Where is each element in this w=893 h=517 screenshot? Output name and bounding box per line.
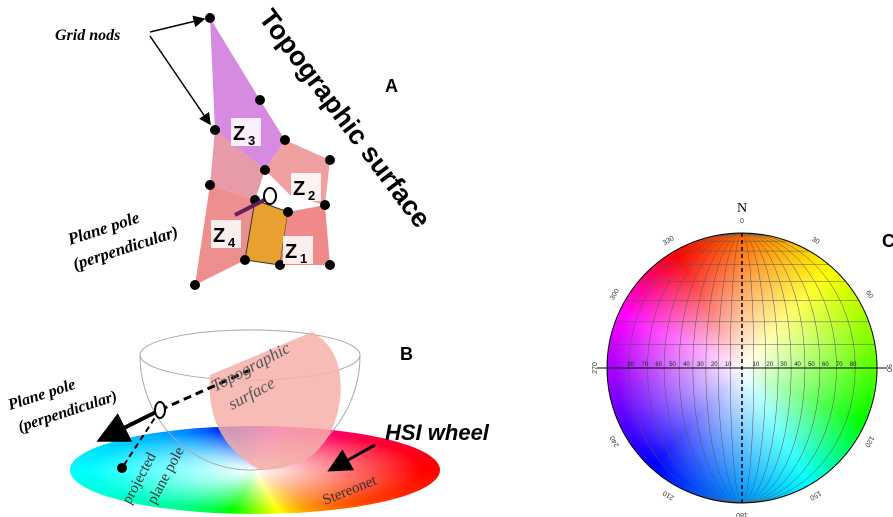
- pole: [264, 188, 276, 204]
- scale-label: 40: [683, 362, 690, 368]
- cell-letter: Z: [213, 225, 225, 247]
- arrow: [150, 36, 210, 124]
- scale-label: 20: [711, 362, 718, 368]
- pole: [155, 402, 165, 418]
- scale-label: 10: [725, 362, 732, 368]
- panel-label: B: [400, 344, 413, 364]
- grid-nodes-label: Grid nods: [55, 27, 120, 44]
- scale-label: 60: [822, 362, 829, 368]
- arrow: [150, 19, 204, 32]
- cell-subscript: 4: [228, 235, 236, 250]
- cell-subscript: 2: [308, 188, 315, 203]
- azimuth-label: 90: [885, 364, 892, 372]
- wheel-label: HSI wheel: [385, 420, 490, 445]
- azimuth-label: 210: [662, 489, 676, 501]
- panel-b: B Plane pole (perpendicular) Topographic…: [5, 330, 490, 509]
- scale-label: 60: [655, 362, 662, 368]
- pole-arrow: [100, 410, 160, 440]
- scale-label: 80: [850, 362, 857, 368]
- panel-c: N C 0 30 60 90 120 150 180 210 240 270 300 330 80 70 6…: [592, 201, 893, 517]
- north-label: N: [737, 201, 747, 216]
- cell-letter: Z: [293, 178, 305, 200]
- azimuth-label: 150: [808, 489, 822, 501]
- arrow: [330, 445, 375, 470]
- scale-label: 50: [808, 362, 815, 368]
- cell-letter: Z: [285, 241, 297, 263]
- scale-label: 80: [628, 362, 635, 368]
- scale-label: 70: [836, 362, 843, 368]
- azimuth-label: 30: [810, 236, 820, 246]
- surface-title: Topographic surface: [253, 4, 436, 234]
- azimuth-label: 300: [609, 288, 621, 302]
- azimuth-label: 180: [736, 511, 748, 517]
- figure: Grid nods Topographic surface A Plane po…: [0, 0, 893, 517]
- cell-letter: Z: [233, 123, 245, 145]
- azimuth-label: 270: [592, 362, 599, 374]
- panel-a: Grid nods Topographic surface A Plane po…: [55, 4, 437, 290]
- azimuth-label: 330: [662, 235, 676, 247]
- scale-label: 20: [766, 362, 773, 368]
- stereonet-label: Stereonet: [321, 472, 380, 508]
- scale-label: 50: [669, 362, 676, 368]
- panel-label: A: [385, 76, 398, 96]
- projected-pole: [117, 463, 127, 473]
- scale-label: 40: [794, 362, 801, 368]
- scale-label: 30: [697, 362, 704, 368]
- scale-label: 10: [753, 362, 760, 368]
- panel-label: C: [882, 231, 893, 251]
- azimuth-label: 120: [863, 435, 875, 449]
- scale-label: 30: [780, 362, 787, 368]
- azimuth-label: 0: [740, 218, 744, 225]
- cell-subscript: 1: [300, 251, 307, 266]
- scale-label: 70: [641, 362, 648, 368]
- cell-subscript: 3: [248, 133, 255, 148]
- azimuth-label: 240: [609, 434, 621, 448]
- azimuth-label: 60: [864, 290, 874, 300]
- diagram: Grid nods Topographic surface A Plane po…: [0, 0, 893, 517]
